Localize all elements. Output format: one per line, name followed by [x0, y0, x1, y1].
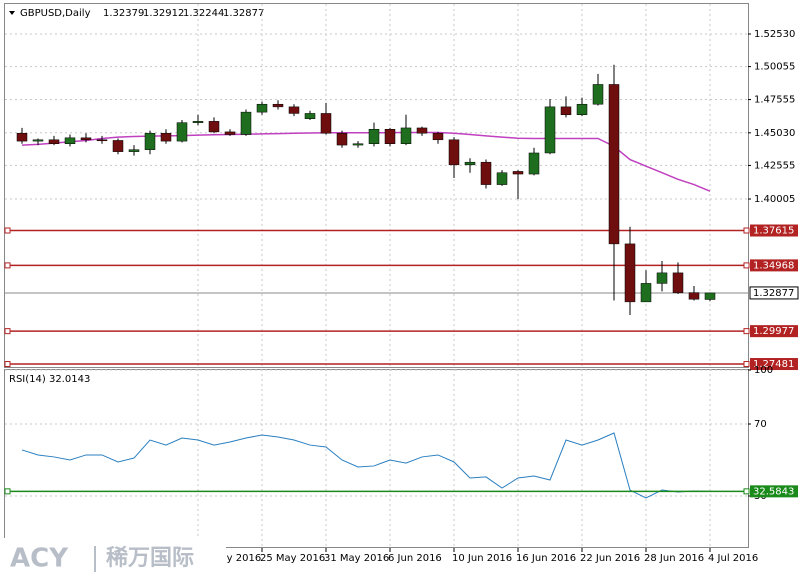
x-tick-label: 22 Jun 2016: [580, 553, 640, 564]
candle-body: [208, 121, 220, 133]
candle-body: [192, 121, 204, 123]
level-handle: [4, 227, 11, 234]
candle-body: [320, 113, 332, 134]
candle-body: [384, 129, 396, 144]
x-tick-label: 19 May 2016: [196, 553, 261, 564]
logo-text: ACY: [10, 544, 69, 574]
candle-body: [272, 103, 284, 108]
level-label: 32.5843: [753, 486, 794, 497]
candle-body: [624, 243, 636, 303]
y-tick-label: 1.50055: [754, 62, 795, 73]
candle-body: [160, 132, 172, 142]
level-handle: [743, 328, 750, 335]
level-label-box: [750, 325, 798, 338]
candle-body: [368, 129, 380, 144]
candle-body: [80, 137, 92, 141]
level-label: 1.37615: [753, 226, 794, 237]
x-tick-label: 28 Jun 2016: [644, 553, 704, 564]
level-label: 1.27481: [753, 359, 794, 370]
candle-body: [112, 140, 124, 152]
candle-body: [448, 139, 460, 166]
candle-body: [304, 113, 316, 119]
candle-body: [560, 106, 572, 116]
logo: ACY 稀万国际: [0, 538, 226, 579]
y-tick-label: 1.52530: [754, 29, 795, 40]
candle-body: [608, 84, 620, 245]
price-panel: [4, 3, 749, 368]
candle-body: [704, 292, 716, 300]
level-handle: [4, 262, 11, 269]
x-tick-label: 4 Jul 2016: [708, 553, 758, 564]
header-high: 1.32912: [143, 8, 184, 19]
candle-body: [352, 143, 364, 146]
candle-body: [656, 272, 668, 284]
level-label-box: [750, 224, 798, 237]
candle-body: [576, 103, 588, 116]
candle-body: [144, 132, 156, 150]
level-label-box: [750, 485, 798, 498]
level-handle: [4, 361, 11, 368]
level-label: 1.34968: [753, 260, 794, 271]
x-tick-label: 16 Jun 2016: [516, 553, 576, 564]
y-tick-label: 70: [754, 419, 767, 430]
candle-body: [64, 137, 76, 144]
candle-body: [496, 172, 508, 185]
candle-body: [128, 149, 140, 152]
menu-arrow[interactable]: [9, 11, 15, 15]
candle-body: [544, 106, 556, 154]
level-handle: [743, 227, 750, 234]
y-tick-label: 1.47555: [754, 95, 795, 106]
candle-body: [336, 132, 348, 146]
level-handle: [743, 361, 750, 368]
header-close: 1.32877: [223, 8, 264, 19]
candle-body: [16, 132, 28, 142]
candle-body: [288, 106, 300, 114]
candle-body: [400, 127, 412, 144]
candle-body: [416, 127, 428, 134]
logo-name: 稀万国际: [106, 545, 194, 571]
moving-average: [21, 131, 711, 192]
candle-body: [32, 139, 44, 142]
x-tick-label: 25 May 2016: [260, 553, 325, 564]
level-handle: [743, 262, 750, 269]
candle-body: [688, 292, 700, 300]
candle-body: [528, 152, 540, 175]
candle-body: [464, 161, 476, 166]
level-handle: [4, 488, 11, 495]
candle-body: [48, 139, 60, 144]
y-tick-label: 100: [754, 365, 773, 376]
candle-body: [224, 131, 236, 135]
candle-body: [96, 139, 108, 142]
level-label: 1.29977: [753, 326, 794, 337]
x-tick-label: 10 Jun 2016: [452, 553, 512, 564]
symbol-title: GBPUSD,Daily: [20, 8, 91, 19]
candle-body: [480, 161, 492, 185]
y-tick-label: 1.42555: [754, 160, 795, 171]
rsi-line: [21, 432, 711, 499]
level-label-box: [750, 358, 798, 371]
x-tick-label: 6 Jun 2016: [388, 553, 442, 564]
header-low: 1.32244: [183, 8, 224, 19]
candle-body: [176, 122, 188, 142]
candle-body: [640, 283, 652, 303]
x-tick-label: 31 May 2016: [324, 553, 389, 564]
candle-body: [432, 132, 444, 141]
y-tick-label: 1.40005: [754, 194, 795, 205]
logo-box: [0, 538, 226, 579]
candle-body: [512, 171, 524, 175]
level-handle: [743, 488, 750, 495]
candle-body: [256, 103, 268, 113]
candle-body: [592, 84, 604, 105]
current-price-box: [749, 286, 799, 300]
y-tick-label: 1.45030: [754, 128, 795, 139]
level-label-box: [750, 259, 798, 272]
candle-body: [240, 111, 252, 135]
rsi-title: RSI(14) 32.0143: [9, 374, 90, 385]
level-handle: [4, 328, 11, 335]
candle-body: [672, 272, 684, 293]
current-price-label: 1.32877: [753, 288, 794, 299]
header-open: 1.32379: [103, 8, 144, 19]
